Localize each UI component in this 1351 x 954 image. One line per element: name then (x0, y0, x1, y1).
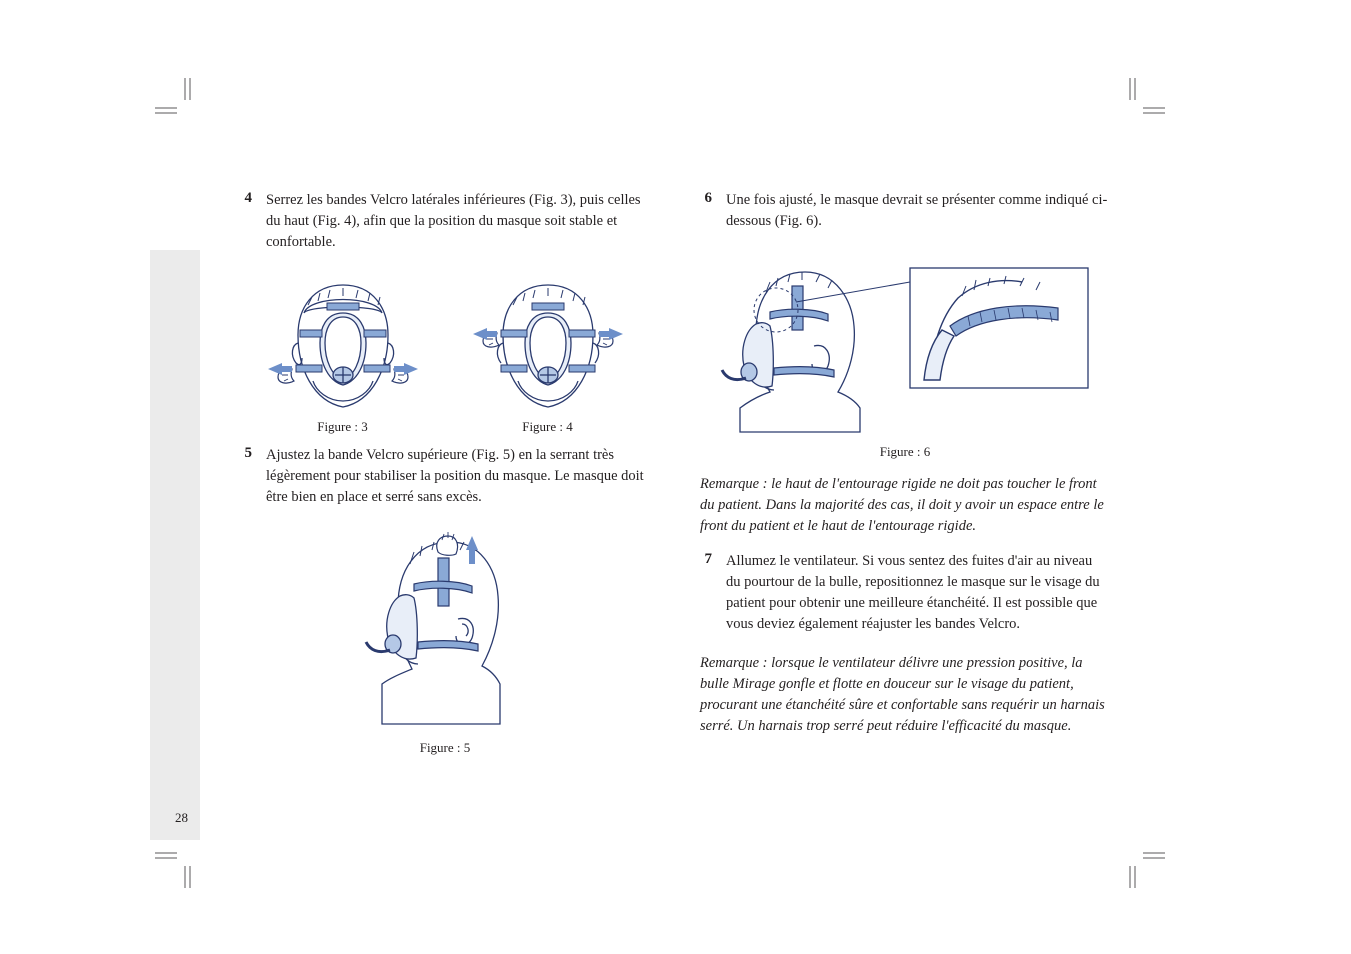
step-7: 7 Allumez le ventilateur. Si vous sentez… (700, 551, 1110, 635)
figures-3-4-row: Figure : 3 (240, 273, 650, 435)
step-4: 4 Serrez les bandes Velcro latérales inf… (240, 190, 650, 253)
figure-5-illustration (360, 524, 530, 734)
step-4-text: Serrez les bandes Velcro latérales infér… (266, 190, 650, 253)
step-6: 6 Une fois ajusté, le masque devrait se … (700, 190, 1110, 232)
left-column: 4 Serrez les bandes Velcro latérales inf… (240, 190, 650, 764)
figure-6-caption: Figure : 6 (880, 444, 931, 460)
step-6-text: Une fois ajusté, le masque devrait se pr… (726, 190, 1110, 232)
figure-5-caption: Figure : 5 (420, 740, 471, 756)
figure-6: Figure : 6 (700, 258, 1110, 460)
page-number: 28 (175, 810, 188, 826)
figure-3-caption: Figure : 3 (317, 419, 368, 435)
step-5-num: 5 (240, 445, 252, 508)
step-4-num: 4 (240, 190, 252, 253)
step-5-text: Ajustez la bande Velcro supérieure (Fig.… (266, 445, 650, 508)
figure-5: Figure : 5 (240, 524, 650, 756)
figure-3: Figure : 3 (248, 273, 438, 435)
figure-4-caption: Figure : 4 (522, 419, 573, 435)
page-margin-stripe (150, 250, 200, 840)
figure-6-illustration (710, 258, 1100, 438)
remark-1: Remarque : le haut de l'entourage rigide… (700, 474, 1110, 537)
step-7-num: 7 (700, 551, 712, 635)
remark-2: Remarque : lorsque le ventilateur délivr… (700, 653, 1110, 737)
crop-mark-tl (155, 78, 195, 118)
crop-mark-br (1125, 848, 1165, 888)
crop-mark-bl (155, 848, 195, 888)
right-column: 6 Une fois ajusté, le masque devrait se … (700, 190, 1110, 764)
figure-4: Figure : 4 (453, 273, 643, 435)
step-7-text: Allumez le ventilateur. Si vous sentez d… (726, 551, 1110, 635)
figure-4-illustration (453, 273, 643, 413)
figure-3-illustration (248, 273, 438, 413)
crop-mark-tr (1125, 78, 1165, 118)
step-6-num: 6 (700, 190, 712, 232)
page-content: 4 Serrez les bandes Velcro latérales inf… (240, 190, 1110, 764)
step-5: 5 Ajustez la bande Velcro supérieure (Fi… (240, 445, 650, 508)
